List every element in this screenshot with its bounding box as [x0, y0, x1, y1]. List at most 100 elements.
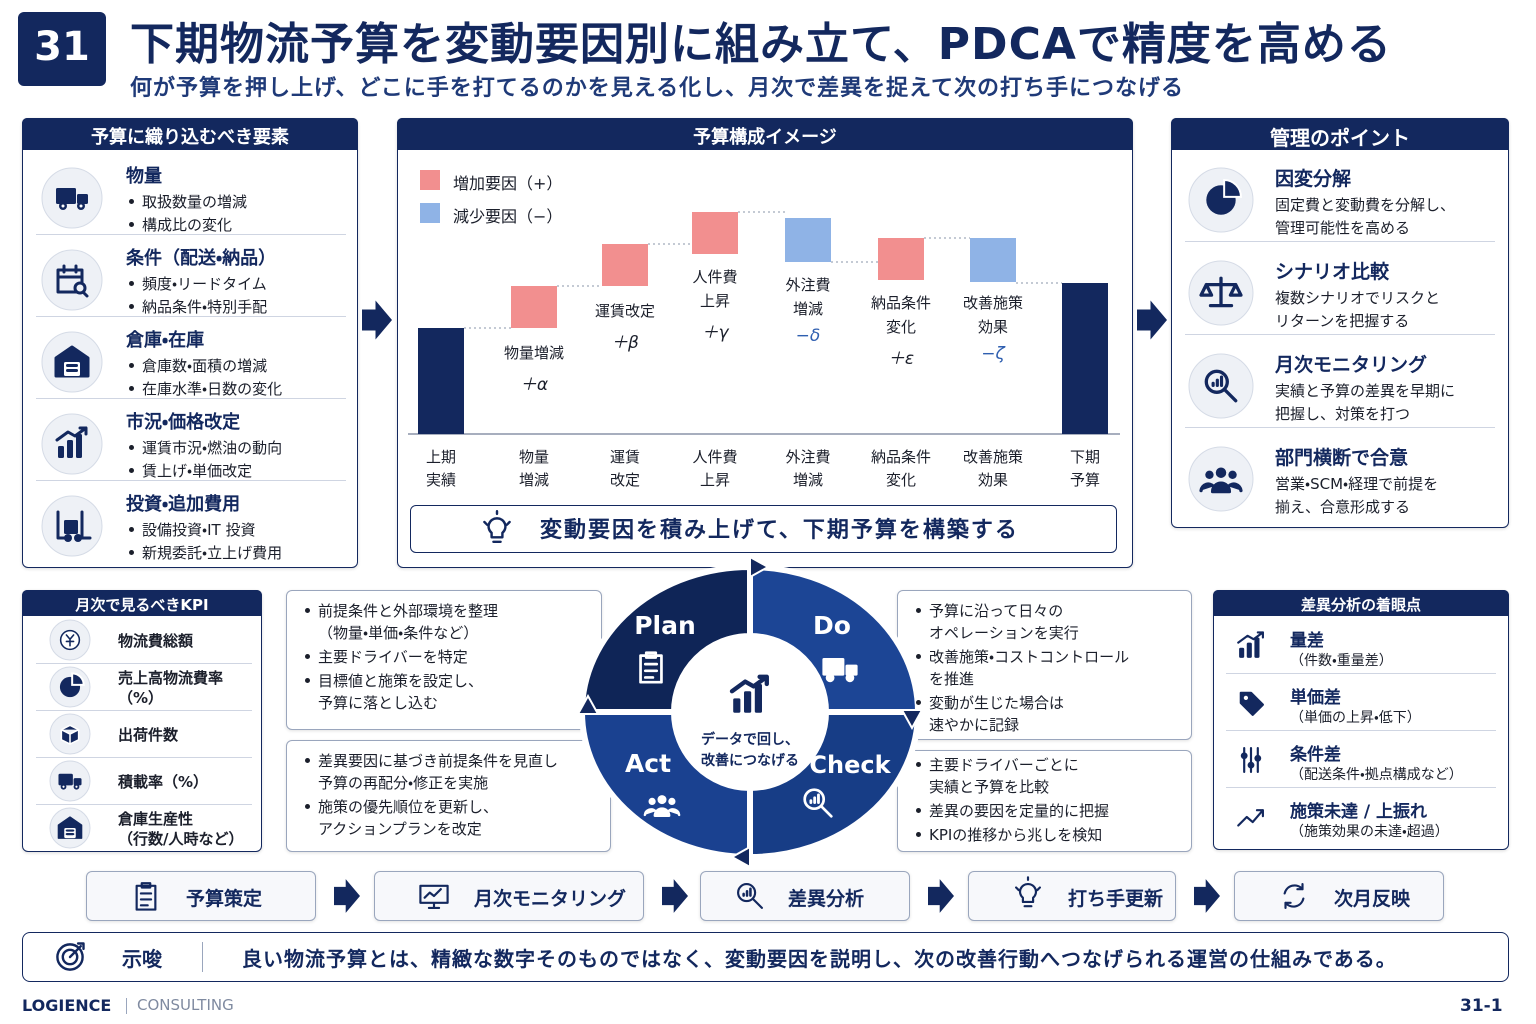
icon-search [817, 793, 820, 804]
variance-note: （施策効果の未達・超過） [1290, 824, 1449, 840]
icon-clipboard [639, 651, 663, 684]
pdca-point: 主要ドライバーごとに [916, 756, 1079, 774]
pdca-point: 予算の再配分・修正を実施 [318, 774, 489, 792]
icon-search [742, 892, 745, 897]
icon-people [668, 797, 676, 806]
point-text: 管理可能性を高める [1275, 219, 1411, 237]
pdca-center: 改善につなげる [701, 753, 799, 769]
axis-label: 上昇 [699, 471, 730, 489]
step-bar [970, 238, 1016, 282]
icon-chart [1246, 642, 1252, 658]
pdca-point: 主要ドライバーを特定 [305, 648, 468, 666]
element-point: 頻度・リードタイム [129, 275, 267, 293]
icon-pie [71, 672, 85, 686]
pdca-box-act [286, 740, 611, 852]
panel-title: 月次で見るべきKPI [75, 595, 209, 614]
footer-divider [126, 998, 127, 1014]
pdca-box-plan [286, 590, 602, 730]
step-sign: −ζ [981, 344, 1005, 364]
do-quadrant [747, 563, 922, 715]
axis-label: 人件費 [692, 448, 738, 466]
icon-people [1215, 467, 1227, 478]
icon-forklift [80, 510, 92, 540]
icon-truck [75, 785, 78, 788]
pdca-point: 前提条件と外部環境を整理 [304, 602, 499, 620]
point-name: 月次モニタリング [1275, 354, 1428, 376]
icon-search [1211, 381, 1215, 388]
axis-label: 物量 [518, 448, 549, 466]
step-bar [785, 218, 831, 262]
icon-warehouse [65, 833, 75, 836]
separator [1226, 673, 1496, 675]
pdca-point: 目標値と施策を設定し、 [304, 672, 484, 690]
icon-people [653, 807, 671, 818]
kpi-name: 倉庫生産性 [118, 810, 194, 828]
icon-refresh [1283, 883, 1305, 909]
point-text: 揃え、合意形成する [1275, 498, 1411, 516]
pdca-point: を推進 [929, 670, 975, 688]
element-name: 物量 [126, 166, 162, 187]
element-point: 取扱数量の増減 [128, 193, 248, 211]
pdca-point: 予算に沿って日々の [915, 602, 1064, 620]
variance-panel-header [1213, 590, 1509, 616]
element-point: 倉庫数・面積の増減 [128, 357, 268, 375]
separator [36, 757, 252, 759]
icon-chart [733, 698, 741, 713]
pdca-point: 差異の要因を定量的に把握 [915, 802, 1110, 820]
step-label: 変化 [885, 318, 916, 336]
step-label: 効果 [977, 318, 1008, 336]
step-sign: −δ [795, 326, 821, 346]
axis-label: 増減 [518, 471, 549, 489]
icon-search [1215, 378, 1219, 388]
icon-people [1199, 482, 1243, 493]
axis-label: 納品条件 [870, 448, 931, 466]
kpi-name: （行数/人時など） [118, 830, 244, 848]
panel-title: 予算構成イメージ [693, 126, 837, 148]
element-name: 市況・価格改定 [126, 412, 241, 433]
panel-title: 管理のポイント [1270, 125, 1410, 150]
separator [36, 663, 252, 665]
step-label: 運賃改定 [594, 302, 655, 320]
element-point: 納品条件・特別手配 [128, 298, 268, 316]
axis-label: 改善施策 [962, 448, 1023, 466]
axis-label: 効果 [977, 471, 1008, 489]
icon-scale [1199, 276, 1243, 308]
points-panel-header [1171, 118, 1509, 150]
pdca-label: Act [624, 749, 672, 778]
variance-name: 単価差 [1290, 688, 1341, 708]
icon-search [813, 796, 817, 804]
composition-message: 変動要因を積み上げて、下期予算を構築する [540, 518, 1019, 543]
icon-people [1210, 481, 1232, 494]
icon-calendar [73, 281, 89, 298]
variance-note: （件数・重量差） [1290, 653, 1393, 669]
footer-division: CONSULTING [137, 996, 234, 1014]
icon-truck [61, 204, 65, 208]
icon-sliders [1254, 754, 1262, 762]
flow-arrow [1194, 879, 1220, 913]
icon-truck [828, 676, 832, 680]
flow-label: 次月反映 [1334, 888, 1411, 910]
separator [1185, 241, 1495, 243]
flow-step [1234, 871, 1444, 921]
slide-title: 下期物流予算を変動要因別に組み立て、PDCAで精度を高める [130, 19, 1392, 70]
icon-people [657, 795, 667, 805]
pdca-point: 施策の優先順位を更新し、 [304, 798, 499, 816]
cycle-arrow [576, 693, 600, 715]
variance-name: 条件差 [1290, 745, 1341, 765]
icon-warehouse [66, 364, 78, 367]
icon-chart [1237, 631, 1264, 644]
icon-chart [1254, 637, 1260, 658]
icon-box [60, 724, 80, 745]
icon-truck [845, 664, 858, 676]
pdca-point: アクションプランを改定 [318, 820, 482, 838]
axis-label: 改定 [609, 471, 640, 489]
variance-name: 量差 [1290, 631, 1324, 651]
step-bar [692, 212, 738, 254]
step-bar [511, 286, 557, 328]
separator [1226, 787, 1496, 789]
separator [36, 804, 252, 806]
separator [36, 710, 252, 712]
icon-search [1204, 369, 1238, 403]
check-quadrant [747, 709, 922, 861]
